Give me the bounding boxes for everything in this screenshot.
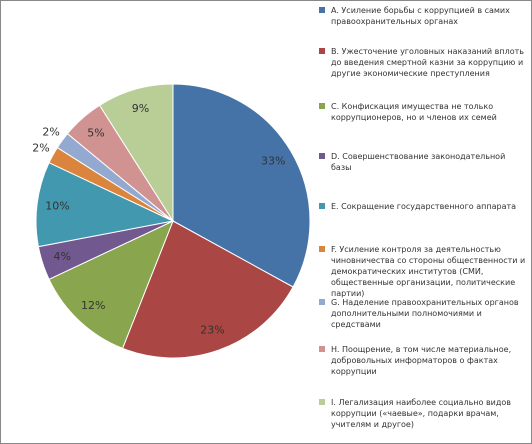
- legend-item: C. Конфискация имущества не только корру…: [319, 101, 527, 123]
- pie-slice: [121, 220, 294, 359]
- pie-slice: [172, 83, 311, 288]
- legend-key: [319, 7, 325, 13]
- legend-label: G. Наделение правоохранительных органов …: [331, 298, 519, 329]
- legend-label: D. Совершенствование законодательной баз…: [331, 152, 506, 172]
- data-label: 33%: [261, 155, 285, 168]
- pie-slice: [48, 220, 174, 350]
- legend-key: [319, 246, 325, 252]
- data-label: 4%: [54, 250, 71, 263]
- pie-slice: [35, 162, 175, 248]
- legend-label: H. Поощрение, в том числе материальное, …: [331, 345, 512, 376]
- data-label: 12%: [81, 299, 105, 312]
- legend-key: [319, 299, 325, 305]
- data-label: 2%: [42, 125, 59, 138]
- legend-item: E. Сокращение государственного аппарата: [319, 201, 527, 212]
- legend-item: F. Усиление контроля за деятельностью чи…: [319, 244, 527, 299]
- legend-item: I. Легализация наиболее социально видов …: [319, 397, 527, 430]
- legend-key: [319, 203, 325, 209]
- legend-key: [319, 346, 325, 352]
- data-label: 5%: [87, 127, 104, 140]
- legend-label: E. Сокращение государственного аппарата: [331, 202, 517, 211]
- legend-item: B. Ужесточение уголовных наказаний вплот…: [319, 46, 527, 79]
- legend-key: [319, 399, 325, 405]
- legend-item: A. Усиление борьбы с коррупцией в самих …: [319, 5, 527, 27]
- data-label: 10%: [45, 199, 69, 212]
- legend-label: B. Ужесточение уголовных наказаний вплот…: [331, 47, 524, 78]
- legend-label: I. Легализация наиболее социально видов …: [331, 398, 512, 429]
- legend-item: G. Наделение правоохранительных органов …: [319, 297, 527, 330]
- data-label: 23%: [200, 324, 224, 337]
- legend-key: [319, 48, 325, 54]
- data-label: 2%: [32, 141, 49, 154]
- legend-label: A. Усиление борьбы с коррупцией в самих …: [331, 6, 510, 26]
- data-label: 9%: [132, 102, 149, 115]
- legend-key: [319, 103, 325, 109]
- legend-key: [319, 153, 325, 159]
- pie-slice: [98, 83, 174, 223]
- legend-item: D. Совершенствование законодательной баз…: [319, 151, 527, 173]
- legend-label: F. Усиление контроля за деятельностью чи…: [331, 245, 526, 298]
- legend-item: H. Поощрение, в том числе материальное, …: [319, 344, 527, 377]
- legend-label: C. Конфискация имущества не только корру…: [331, 102, 497, 122]
